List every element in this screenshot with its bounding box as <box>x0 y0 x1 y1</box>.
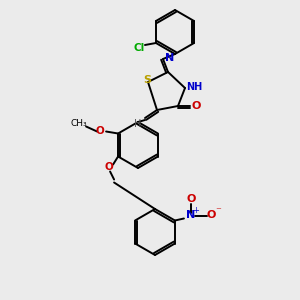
Text: O: O <box>105 163 113 172</box>
Text: O: O <box>186 194 196 205</box>
Text: N: N <box>186 211 196 220</box>
Text: NH: NH <box>186 82 202 92</box>
Text: O: O <box>206 211 216 220</box>
Text: CH₃: CH₃ <box>71 119 87 128</box>
Text: +: + <box>193 206 200 215</box>
Text: N: N <box>165 53 175 63</box>
Text: O: O <box>191 101 201 111</box>
Text: O: O <box>96 125 104 136</box>
Text: ⁻: ⁻ <box>215 206 221 217</box>
Text: H: H <box>134 119 142 129</box>
Text: S: S <box>143 75 151 85</box>
Text: Cl: Cl <box>133 43 145 53</box>
